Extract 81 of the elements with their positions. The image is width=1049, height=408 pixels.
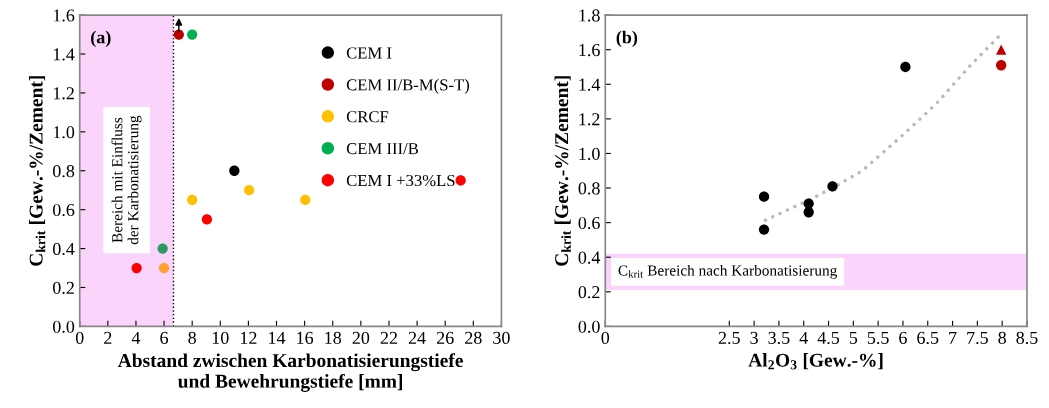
y-axis-title: C$_{krit}$ [Gew.-%/Zement]	[28, 76, 46, 266]
point	[243, 185, 255, 196]
x-tick-label: 16	[297, 331, 314, 344]
point	[300, 194, 311, 206]
point	[455, 175, 466, 186]
x-tick-label: 4	[131, 331, 141, 344]
x-tick-label: 26	[436, 331, 454, 344]
x-tick-label: 7.5	[967, 331, 988, 345]
y-tick-label: 1.6	[53, 9, 75, 22]
annotation: (b)	[616, 30, 638, 48]
point	[157, 243, 168, 254]
x-tick-label: 8.5	[1016, 331, 1038, 345]
legend-label: CEM II/B-M(S-T)	[346, 78, 470, 94]
point	[827, 181, 838, 192]
legend-label: CEM I +33%LS	[346, 174, 455, 187]
x-tick-label: 18	[325, 331, 342, 344]
point	[996, 60, 1007, 71]
x-tick-label: 2	[104, 331, 112, 344]
x-tick-label: 3	[750, 331, 758, 344]
x-tick-label: 14	[269, 331, 286, 344]
x-tick-label: 28	[465, 331, 482, 344]
y-tick-label: 1.0	[579, 147, 600, 160]
x-tick-label: 24	[408, 331, 426, 344]
x-tick-label: 5.5	[867, 331, 889, 345]
y-tick-label: 1.0	[53, 126, 75, 139]
legend-label: CEM I	[346, 47, 392, 59]
line-series	[762, 32, 1003, 223]
y-tick-label: 0.0	[52, 320, 75, 333]
y-tick-label: 0.6	[578, 216, 600, 230]
x-tick-label: 0	[601, 331, 610, 344]
point	[187, 194, 198, 206]
y-tick-label: 0.8	[52, 165, 75, 178]
x-tick-label: 8	[188, 331, 196, 344]
point	[996, 44, 1007, 55]
x-tick-label: 8	[998, 331, 1006, 344]
x-tick-label: 20	[352, 331, 370, 344]
point	[173, 29, 184, 40]
x-tick-label: 3.5	[768, 331, 790, 345]
x-tick-label: 0	[75, 331, 84, 344]
x-tick-label: 2.5	[718, 331, 740, 345]
point	[229, 165, 240, 176]
y-tick-label: 0.8	[578, 182, 600, 195]
point	[758, 224, 770, 235]
band-label: Bereich mit Einfluss der Karbonatisierung	[111, 115, 142, 245]
point	[803, 207, 814, 218]
y-tick-label: 1.4	[53, 48, 75, 61]
x-tick-label: 10	[212, 331, 229, 344]
x-axis-title: Abstand zwischen Karbonatisierungstiefe und Bewehrungstiefe [mm]	[117, 353, 463, 392]
y-axis-title: C$_{krit}$ [Gew.-%/Zement]	[554, 76, 571, 266]
point	[201, 214, 213, 225]
x-tick-label: 5	[849, 331, 858, 344]
y-tick-label: 0.4	[578, 251, 601, 264]
x-axis-title: Al$_{2}$O$_{3}$ [Gew.-%]	[748, 353, 883, 370]
y-tick-label: 1.6	[579, 43, 600, 57]
y-tick-label: 1.4	[579, 78, 601, 91]
y-tick-label: 0.2	[52, 281, 74, 295]
x-tick-label: 4.5	[817, 331, 840, 345]
x-tick-label: 4	[799, 331, 808, 344]
x-tick-label: 12	[240, 331, 257, 344]
y-tick-label: 0.2	[578, 286, 600, 299]
legend-label: CRCF	[346, 111, 389, 123]
x-tick-label: 6	[160, 331, 169, 344]
point	[758, 191, 770, 202]
y-tick-label: 0.0	[578, 320, 600, 333]
point	[131, 262, 142, 274]
point	[187, 29, 198, 40]
y-tick-label: 0.6	[52, 203, 75, 217]
x-tick-label: 6.5	[917, 331, 939, 345]
x-tick-label: 7	[949, 331, 957, 344]
legend-label: CEM III/B	[346, 143, 419, 155]
annotation: (a)	[91, 30, 111, 48]
band-label: C$_{krit}$ Bereich nach Karbonatisierung	[618, 264, 838, 279]
x-tick-label: 30	[493, 331, 510, 344]
point	[900, 61, 911, 73]
y-tick-label: 0.4	[52, 242, 75, 256]
x-tick-label: 6	[899, 331, 907, 344]
point	[158, 262, 170, 274]
y-tick-label: 1.2	[579, 113, 600, 126]
y-tick-label: 1.8	[579, 9, 600, 22]
x-tick-label: 22	[380, 331, 397, 344]
y-tick-label: 1.2	[53, 87, 74, 100]
